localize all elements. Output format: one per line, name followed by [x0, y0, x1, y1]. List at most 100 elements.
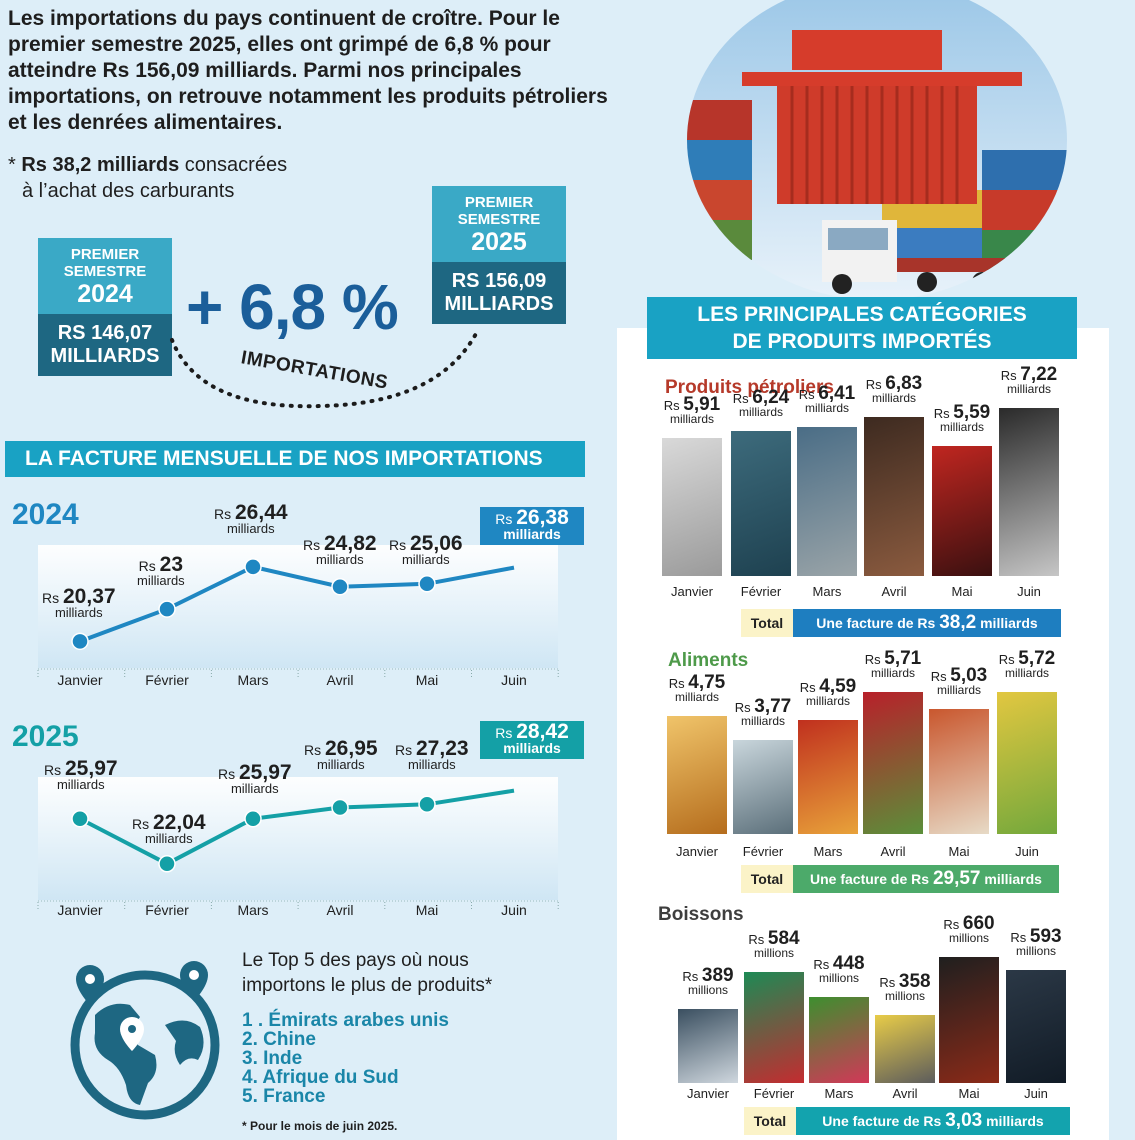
total-label: Total [744, 1107, 796, 1135]
unit-label: milliards [738, 404, 783, 419]
data-label-month-2: Rs 26,44 milliards [214, 502, 288, 536]
top5-item: 2. Chine [242, 1029, 316, 1050]
data-point [244, 809, 262, 828]
x-tick-label: Janvier [676, 844, 718, 859]
currency-label: Rs [214, 506, 235, 522]
bar-produits-p-troliers-1 [731, 430, 791, 576]
currency-label: Rs [748, 931, 768, 947]
data-point [71, 809, 89, 828]
value-number: 5,71 [884, 648, 922, 670]
bar-aliments-4 [929, 709, 989, 834]
currency-label: Rs [682, 968, 702, 984]
bar-produits-p-troliers-2 [797, 426, 857, 576]
bar-value-label: Rs 6,83 milliards [858, 374, 930, 406]
x-tick-label: Janvier [671, 584, 713, 599]
unit-label: millions [1015, 943, 1056, 958]
currency-label: Rs [1010, 929, 1030, 945]
bar-value-label: Rs 5,91 milliards [656, 395, 728, 426]
line-svg [37, 777, 559, 910]
total-bar: Total Une facture de Rs 29,57 milliards [741, 865, 1059, 893]
bar-aliments-5 [997, 692, 1057, 834]
unit-label: milliards [316, 757, 365, 772]
top5-list: 1 . Émirats arabes unis 2. Chine 3. Inde… [242, 1011, 449, 1106]
note-rest1: consacrées [179, 154, 288, 176]
data-label-month-3: Rs 24,82 milliards [303, 533, 377, 567]
bar-aliments-3 [863, 692, 923, 834]
x-tick-label: Mai [948, 844, 970, 859]
currency-label: Rs [138, 558, 160, 574]
bar-value-label: Rs 358 millions [869, 972, 941, 1003]
value-number: 23 [159, 553, 184, 576]
unit-label: millions [818, 971, 859, 986]
bar-value-label: Rs 389 millions [672, 966, 744, 997]
unit-label: millions [753, 945, 794, 960]
currency-label: Rs [395, 742, 416, 758]
x-tick-label: Juin [1024, 1086, 1048, 1101]
value-number: 25,06 [410, 532, 463, 555]
data-point [418, 795, 436, 814]
data-label-month-3: Rs 26,95 milliards [304, 738, 378, 772]
value-number: 448 [832, 953, 865, 975]
value-number: 358 [898, 970, 931, 992]
semester-label: SEMESTRE [457, 211, 541, 228]
x-tick-label: Mai [958, 1086, 980, 1101]
bar-value-label: Rs 7,22 milliards [993, 365, 1065, 396]
currency-label: Rs [1000, 368, 1021, 383]
semester-amount: RS 146,07 [57, 322, 153, 344]
value-number: 5,91 [683, 394, 721, 416]
currency-label: Rs [732, 390, 753, 406]
bar-boissons-5 [1006, 969, 1066, 1083]
unit-label: millions [884, 988, 925, 1003]
currency-label: Rs [864, 652, 885, 668]
value-number: 593 [1029, 925, 1062, 947]
currency-label: Rs [132, 816, 153, 832]
x-tick-label: Mars [237, 672, 269, 688]
unit-label: milliards [740, 714, 785, 729]
currency-label: Rs [495, 511, 517, 527]
bar-value-label: Rs 448 millions [803, 954, 875, 986]
plot-area [38, 545, 558, 668]
semester-unit: MILLIARDS [50, 345, 160, 367]
chart-year-label: 2025 [12, 720, 79, 753]
bar-value-label: Rs 584 millions [738, 929, 810, 960]
top5-item: 4. Afrique du Sud [242, 1067, 399, 1088]
currency-label: Rs [813, 957, 833, 973]
value-number: 584 [767, 927, 800, 949]
total-prefix: Une facture de Rs [816, 615, 940, 631]
total-prefix: Une facture de Rs [822, 1113, 946, 1129]
bar-boissons-1 [744, 971, 804, 1083]
currency-label: Rs [798, 386, 819, 402]
line-chart-2025: Janvier Février Mars Avril Mai Juin Rs 25,97 mi… [0, 712, 600, 932]
x-tick-label: Avril [326, 902, 354, 918]
unit-label: millions [687, 982, 728, 997]
unit-label: milliards [871, 391, 916, 406]
bar-value-label: Rs 6,24 milliards [725, 388, 797, 419]
semester-year: 2025 [471, 228, 527, 256]
value-number: 25,97 [65, 757, 118, 780]
total-value: Une facture de Rs 29,57 milliards [793, 865, 1059, 893]
x-tick-label: Janvier [687, 1086, 729, 1101]
unit-label: milliards [137, 573, 185, 588]
unit-label: milliards [226, 521, 275, 536]
data-label-month-4: Rs 25,06 milliards [389, 533, 463, 567]
unit-label: milliards [503, 740, 561, 756]
data-point [244, 558, 262, 576]
bar-produits-p-troliers-3 [864, 417, 924, 576]
unit-label: milliards [407, 757, 456, 772]
unit-label: milliards [674, 690, 719, 705]
semester-unit: MILLIARDS [444, 293, 554, 315]
bar-aliments-1 [733, 740, 793, 834]
unit-label: milliards [805, 694, 850, 709]
top5-item: 5. France [242, 1086, 326, 1107]
line-chart-2024: Janvier Février Mars Avril Mai Juin Rs 20,37 mi… [0, 490, 600, 700]
x-tick-label: Mai [415, 902, 439, 918]
value-number: 20,37 [63, 585, 116, 608]
value-number: 4,75 [688, 672, 726, 694]
growth-value: + 6,8 % [186, 271, 399, 343]
value-number: 6,24 [752, 386, 790, 408]
unit-label: milliards [230, 781, 279, 796]
semester-amount: RS 156,09 [451, 270, 547, 292]
currency-label: Rs [998, 652, 1019, 667]
total-prefix: Une facture de Rs [810, 871, 933, 887]
currency-label: Rs [930, 669, 951, 685]
